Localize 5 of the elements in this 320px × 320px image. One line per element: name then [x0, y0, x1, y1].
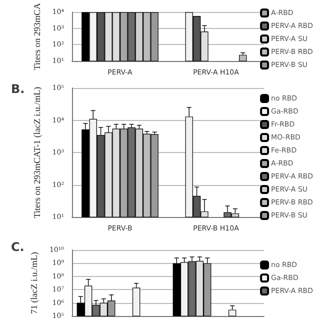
y-axis-title: Titers on 293mCAT-1 (lacZ i.u./mL)	[32, 86, 42, 218]
chart-title: C.	[11, 240, 24, 254]
y-axis-title: 71 (lacZ i.u./mL)	[29, 252, 40, 314]
chart-title: B.	[11, 82, 25, 96]
y-axis-title: Titers on 293mCA	[32, 2, 42, 70]
